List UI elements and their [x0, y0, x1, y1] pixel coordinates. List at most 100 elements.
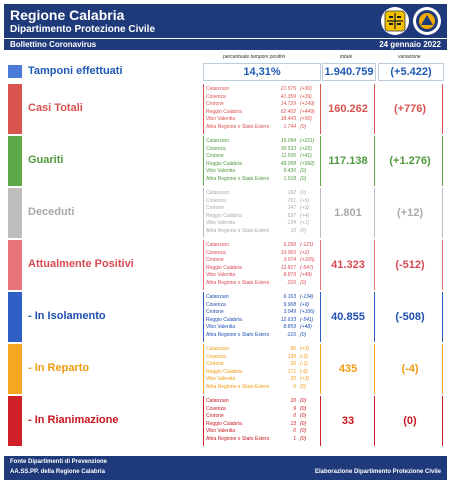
province-value: 3.074: [283, 257, 296, 264]
tamponi-pct: 14,31%: [203, 63, 321, 81]
province-delta: (+39): [300, 93, 312, 100]
province-value: 1.518: [283, 176, 296, 182]
province-name: Crotone: [206, 309, 224, 316]
province-value: 6.163: [283, 294, 296, 300]
province-name: Altra Regione o Stato Estero: [206, 384, 270, 390]
province-name: Vibo Valentia: [206, 168, 236, 175]
province-value: 139: [287, 353, 296, 360]
section-label: - In Rianimazione: [28, 414, 119, 426]
province-name: Altra Regione o Stato Estero: [206, 436, 270, 442]
province-list: Catanzaro 182 (0) Cosenza 761 (+5) Crotone 147 (…: [203, 188, 321, 238]
province-delta: (0): [300, 168, 307, 175]
province-name: Altra Regione o Stato Estero: [206, 124, 270, 130]
province-value: 0: [293, 413, 296, 420]
section-label: - In Isolamento: [28, 310, 106, 322]
province-name: Vibo Valentia: [206, 116, 236, 123]
province-value: 62.402: [280, 108, 296, 115]
province-delta: (0): [300, 124, 307, 130]
province-delta: (0): [300, 280, 307, 286]
province-name: Cosenza: [206, 145, 226, 152]
province-value: 49.058: [280, 160, 296, 167]
province-value: 15.094: [280, 138, 296, 144]
province-value: 527: [287, 212, 296, 219]
section-row: Attualmente Positivi Catanzaro 6.299 (-121)…: [4, 240, 447, 290]
province-value: 21.575: [280, 86, 296, 92]
pct-header: percentuale tamponi positivi: [223, 54, 285, 60]
section-color-bar: [8, 188, 22, 238]
province-name: Altra Regione o Stato Estero: [206, 176, 270, 182]
province-value: 14.729: [280, 101, 296, 108]
province-name: Vibo Valentia: [206, 272, 236, 279]
province-name: Vibo Valentia: [206, 220, 236, 227]
province-value: 10.065: [280, 249, 296, 256]
province-name: Cosenza: [206, 405, 226, 412]
province-delta: (0): [300, 384, 307, 390]
footer-source: Fonte Dipartimenti di Prevenzione: [10, 459, 108, 465]
province-name: Cosenza: [206, 301, 226, 308]
province-delta: (-1): [300, 361, 308, 368]
province-name: Reggio Calabria: [206, 108, 242, 115]
province-name: Catanzaro: [206, 242, 230, 248]
section-row: - In Isolamento Catanzaro 6.163 (-134) Cosen…: [4, 292, 447, 342]
province-name: Crotone: [206, 413, 224, 420]
province-name: Reggio Calabria: [206, 160, 242, 167]
province-value: 8.859: [283, 324, 296, 331]
province-value: 1: [293, 436, 296, 442]
province-name: Catanzaro: [206, 398, 230, 404]
province-name: Catanzaro: [206, 190, 230, 196]
section-color-bar: [8, 344, 22, 394]
province-name: Vibo Valentia: [206, 428, 236, 435]
department-subtitle: Dipartimento Protezione Civile: [10, 24, 156, 35]
section-total: 117.138: [322, 136, 375, 186]
province-value: 761: [287, 197, 296, 204]
province-value: 12.817: [280, 264, 296, 271]
province-delta: (+105): [300, 257, 315, 264]
province-list: Catanzaro 6.163 (-134) Cosenza 9.908 (+9) Crot…: [203, 292, 321, 342]
section-color-bar: [8, 240, 22, 290]
province-name: Altra Regione o Stato Estero: [206, 332, 270, 338]
province-name: Cosenza: [206, 249, 226, 256]
section-variation: (-512): [378, 240, 443, 290]
province-delta: (0): [300, 405, 307, 412]
province-value: 1.744: [283, 124, 296, 130]
section-variation: (-4): [378, 344, 443, 394]
province-delta: (-3): [300, 353, 308, 360]
tamponi-total: 1.940.759: [322, 63, 376, 81]
province-name: Cosenza: [206, 197, 226, 204]
section-row: - In Rianimazione Catanzaro 10 (0) Cosenza 9(…: [4, 396, 447, 446]
section-variation: (0): [378, 396, 443, 446]
province-delta: (+211): [300, 138, 315, 144]
province-delta: (0): [300, 176, 307, 182]
tamponi-row: Tamponi effettuati 14,31% 1.940.759 (+5.…: [4, 61, 447, 81]
section-label: Deceduti: [28, 206, 75, 218]
province-delta: (+22): [300, 145, 312, 152]
province-delta: (+1): [300, 220, 310, 227]
province-name: Vibo Valentia: [206, 324, 236, 331]
province-list: Catanzaro 10 (0) Cosenza 9 (0) Crotone 0 (0) Regg…: [203, 396, 321, 446]
section-variation: (+776): [378, 84, 443, 134]
bulletin-date: 24 gennaio 2022: [379, 40, 441, 49]
section-label: - In Reparto: [28, 362, 90, 374]
province-value: 11.505: [281, 153, 296, 160]
province-name: Crotone: [206, 205, 224, 212]
province-delta: (+449): [300, 108, 315, 115]
section-total: 33: [322, 396, 375, 446]
province-name: Reggio Calabria: [206, 212, 242, 219]
province-value: 0: [293, 384, 296, 390]
province-name: Crotone: [206, 101, 224, 108]
province-name: Catanzaro: [206, 86, 230, 92]
province-delta: (0): [300, 190, 307, 196]
province-value: 8.879: [283, 272, 296, 279]
province-delta: (0): [300, 398, 307, 404]
province-name: Cosenza: [206, 353, 226, 360]
province-delta: (0): [300, 332, 307, 338]
section-variation: (-508): [378, 292, 443, 342]
province-delta: (+2): [300, 249, 310, 256]
province-value: 13: [290, 420, 296, 427]
tamponi-variation: (+5.422): [378, 63, 444, 81]
province-value: 0: [293, 428, 296, 435]
province-delta: (+3): [300, 346, 310, 352]
province-delta: (-134): [300, 294, 314, 300]
province-value: 171: [287, 368, 296, 375]
province-delta: (+9): [300, 301, 310, 308]
